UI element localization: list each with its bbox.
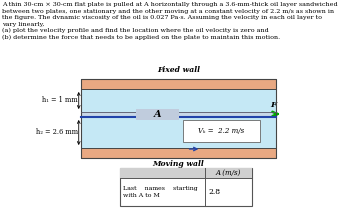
- Bar: [81, 89, 276, 112]
- Text: Last    names    starting
with A to M: Last names starting with A to M: [122, 186, 197, 198]
- Text: A thin 30-cm × 30-cm flat plate is pulled at A horizontally through a 3.6-mm-thi: A thin 30-cm × 30-cm flat plate is pulle…: [2, 2, 337, 40]
- Bar: [120, 168, 252, 206]
- Bar: [81, 112, 276, 117]
- Text: A (m/s): A (m/s): [216, 169, 241, 177]
- Bar: [81, 117, 276, 148]
- Text: Vₖ =  2.2 m/s: Vₖ = 2.2 m/s: [198, 127, 244, 135]
- Bar: [81, 79, 276, 158]
- Bar: [183, 120, 260, 142]
- Text: F: F: [270, 101, 276, 109]
- Bar: [136, 109, 178, 120]
- Text: 2.8: 2.8: [209, 188, 221, 196]
- Text: A: A: [154, 110, 161, 119]
- Text: Fixed wall: Fixed wall: [157, 66, 200, 74]
- Text: h₂ = 2.6 mm: h₂ = 2.6 mm: [36, 128, 78, 136]
- Bar: [81, 148, 276, 158]
- Bar: [81, 79, 276, 89]
- Text: Moving wall: Moving wall: [153, 160, 204, 168]
- Bar: [120, 168, 252, 178]
- Text: h₁ = 1 mm: h₁ = 1 mm: [42, 96, 78, 104]
